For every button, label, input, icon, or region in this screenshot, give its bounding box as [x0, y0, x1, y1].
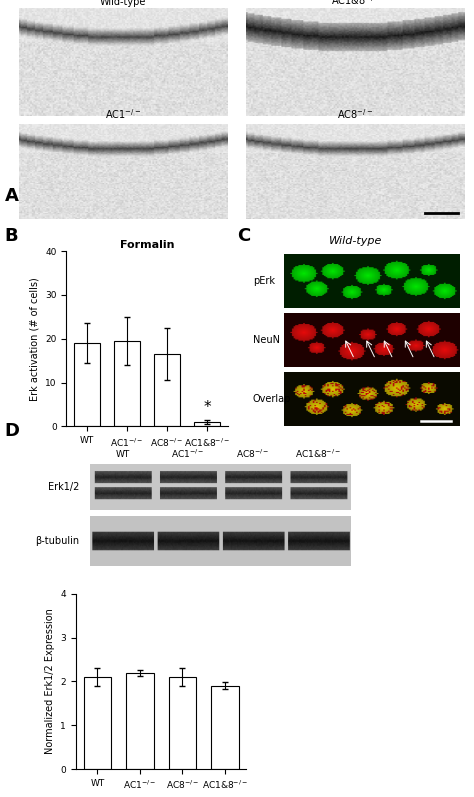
Bar: [194, 422, 220, 426]
Text: D: D: [5, 422, 20, 441]
Bar: [154, 354, 180, 426]
Text: B: B: [5, 227, 18, 245]
Y-axis label: Normalized Erk1/2 Expression: Normalized Erk1/2 Expression: [45, 608, 55, 755]
Text: pErk: pErk: [253, 277, 275, 286]
Text: WT: WT: [116, 450, 130, 459]
Text: A: A: [5, 187, 18, 206]
Text: NeuN: NeuN: [253, 336, 280, 345]
Text: AC1&8$^{-/-}$: AC1&8$^{-/-}$: [295, 448, 341, 461]
Text: Wild-type: Wild-type: [329, 236, 382, 246]
Y-axis label: Erk activation (# of cells): Erk activation (# of cells): [29, 277, 40, 401]
Text: Erk1/2: Erk1/2: [48, 482, 80, 492]
Text: *: *: [203, 400, 211, 415]
Bar: [83, 677, 111, 769]
Title: AC1&8$^{-/-}$: AC1&8$^{-/-}$: [330, 0, 381, 7]
Bar: [73, 343, 100, 426]
Text: C: C: [237, 227, 250, 245]
Text: AC8$^{-/-}$: AC8$^{-/-}$: [337, 107, 374, 120]
Text: Overlap: Overlap: [253, 395, 291, 404]
Text: AC1$^{-/-}$: AC1$^{-/-}$: [105, 107, 141, 120]
Title: Formalin: Formalin: [120, 240, 174, 250]
Bar: [114, 341, 140, 426]
Text: β-tubulin: β-tubulin: [36, 536, 80, 546]
Text: AC1$^{-/-}$: AC1$^{-/-}$: [171, 448, 205, 461]
Bar: [126, 673, 154, 769]
Text: AC8$^{-/-}$: AC8$^{-/-}$: [236, 448, 270, 461]
Bar: [211, 685, 239, 769]
Title: Wild-type: Wild-type: [100, 0, 146, 7]
Bar: [169, 677, 196, 769]
